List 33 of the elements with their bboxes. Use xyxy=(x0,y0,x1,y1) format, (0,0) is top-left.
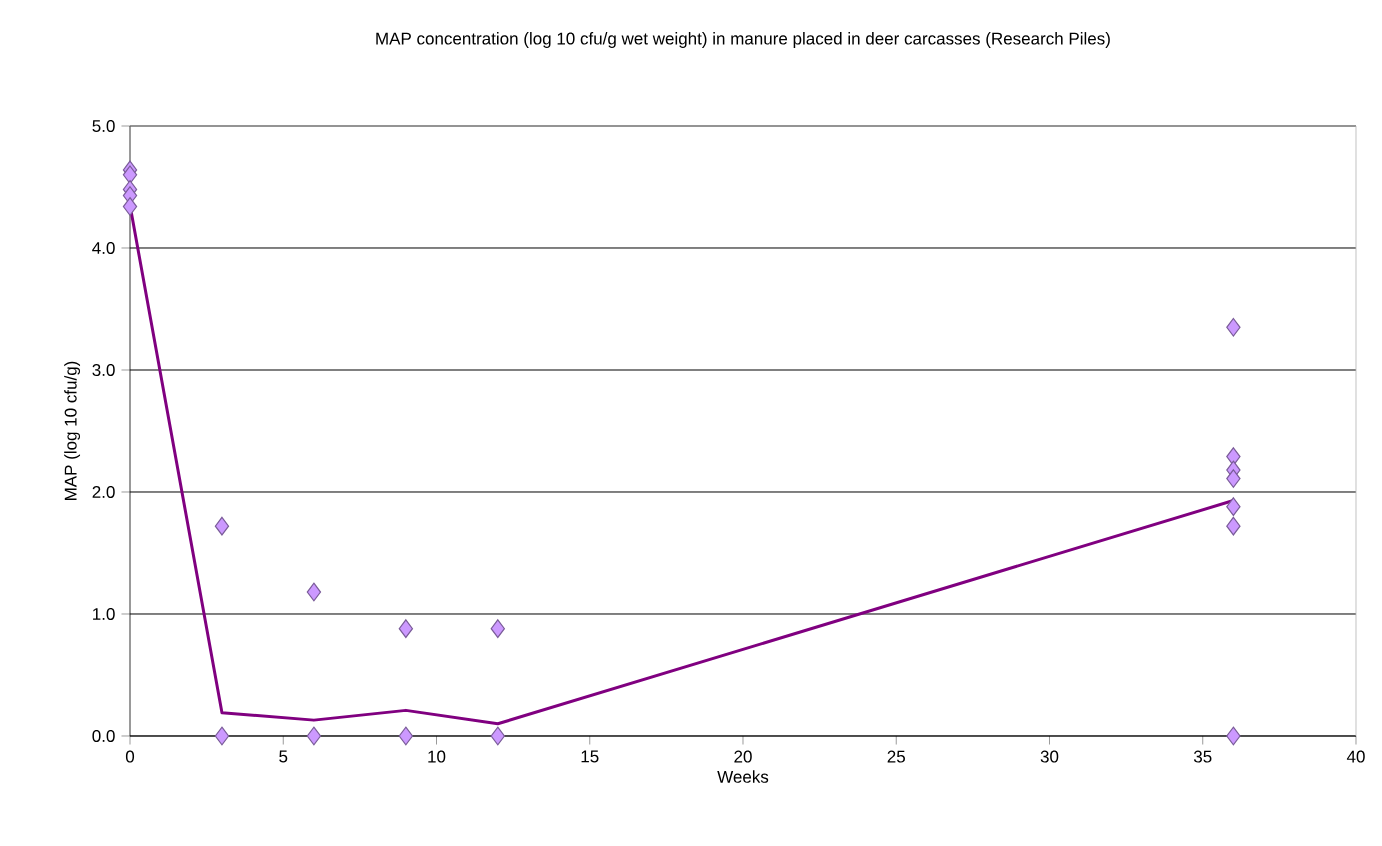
x-tick-label: 40 xyxy=(1346,750,1365,763)
point xyxy=(306,582,322,602)
point xyxy=(490,726,505,746)
y-tick-label: 3.0 xyxy=(92,363,115,377)
point xyxy=(122,165,138,185)
point xyxy=(398,726,414,746)
point xyxy=(1226,726,1241,746)
x-tick-label: 10 xyxy=(428,750,446,763)
point xyxy=(1226,317,1241,337)
y-tick-label: 5.0 xyxy=(92,120,115,133)
point xyxy=(214,516,230,536)
point xyxy=(1226,497,1241,517)
point xyxy=(306,726,322,746)
x-tick-label: 30 xyxy=(1040,750,1059,763)
x-tick-label: 15 xyxy=(581,750,599,763)
point xyxy=(1226,516,1241,536)
point xyxy=(214,726,230,746)
point xyxy=(490,619,505,639)
x-tick-label: 5 xyxy=(279,750,288,763)
x-tick-label: 20 xyxy=(734,750,752,763)
y-tick-label: 4.0 xyxy=(92,241,115,255)
y-tick-label: 1.0 xyxy=(93,607,115,620)
y-axis-title: MAP (log 10 cfu/g) xyxy=(64,361,81,500)
x-axis-title: Weeks xyxy=(717,770,769,783)
point xyxy=(1226,469,1241,488)
x-tick-label: 25 xyxy=(887,750,905,763)
y-tick-label: 2.0 xyxy=(92,485,115,498)
x-tick-label: 0 xyxy=(125,750,135,763)
y-tick-label: 0.0 xyxy=(92,729,115,742)
point xyxy=(398,619,414,639)
x-tick-label: 35 xyxy=(1193,750,1212,763)
point xyxy=(122,197,138,216)
chart-title: MAP concentration (log 10 cfu/g wet weight) in manure placed in deer carcasses (Research Piles) xyxy=(376,32,1110,48)
